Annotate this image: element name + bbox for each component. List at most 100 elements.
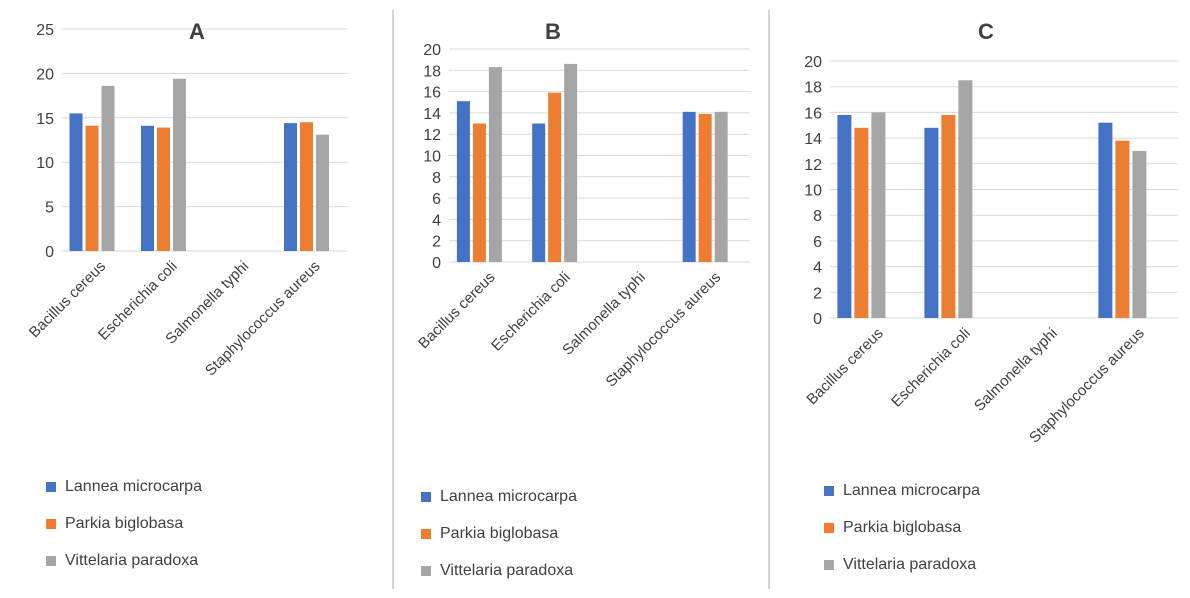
bar [924,127,939,318]
bar [698,113,712,262]
chart-b-plot: 0 2 4 6 8 10 12 14 16 18 20 B Bacillus cereusEscheri… [415,19,750,390]
y-tick-label: 14 [804,131,822,148]
bar [564,63,578,262]
x-category-label: Bacillus cereus [803,325,886,408]
y-tick-label: 25 [36,22,54,39]
y-tick-label: 16 [423,85,441,102]
bar [682,111,696,263]
y-tick-label: 18 [804,80,822,97]
y-tick-label: 4 [432,212,441,229]
chart-c-legend: Lannea microcarpa Parkia biglobasa Vitte… [824,481,980,592]
y-tick-label: 12 [804,157,822,174]
y-tick-label: 14 [423,106,441,123]
bar [532,123,546,262]
bar [1115,140,1130,318]
bar [854,127,869,318]
y-tick-label: 20 [804,54,822,71]
legend-swatch [421,566,431,576]
legend-swatch [824,523,834,533]
y-tick-label: 20 [36,66,54,83]
chart-panel-c: 0 2 4 6 8 10 12 14 16 18 20 C Bacillus cereus Escheri… [770,0,1190,589]
legend-label: Parkia biglobasa [440,525,559,542]
bar [284,123,298,251]
legend-item-series-0: Lannea microcarpa [421,487,577,507]
legend-swatch [46,556,56,566]
legend-label: Vittelaria paradoxa [440,562,574,579]
chart-c-plot: 0 2 4 6 8 10 12 14 16 18 20 C Bacillus cereus Escheri… [803,19,1178,446]
bar [1098,122,1113,319]
bar [472,123,486,262]
bar [300,122,314,252]
chart-title: A [189,19,205,44]
chart-b-legend: Lannea microcarpa Parkia biglobasa Vitte… [421,487,577,598]
legend-item-series-2: Vittelaria paradoxa [46,551,202,571]
legend-item-series-0: Lannea microcarpa [46,477,202,497]
y-tick-label: 5 [45,200,54,217]
y-tick-label: 15 [36,111,54,128]
chart-a-legend: Lannea microcarpa Parkia biglobasa Vitte… [46,477,202,588]
bar [941,114,956,318]
legend-label: Parkia biglobasa [65,515,184,532]
legend-item-series-1: Parkia biglobasa [824,518,980,538]
bar [141,125,155,251]
x-category-label: Escherichia coli [488,269,574,355]
y-tick-label: 6 [432,191,441,208]
y-tick-label: 0 [432,255,441,272]
y-tick-label: 4 [813,260,822,277]
y-tick-label: 0 [45,244,54,261]
legend-item-series-2: Vittelaria paradoxa [421,561,577,581]
legend-item-series-1: Parkia biglobasa [46,514,202,534]
legend-item-series-2: Vittelaria paradoxa [824,555,980,575]
y-tick-label: 0 [813,311,822,328]
bar [173,78,187,251]
bar [456,101,470,262]
y-tick-label: 10 [36,155,54,172]
legend-item-series-1: Parkia biglobasa [421,524,577,544]
legend-item-series-0: Lannea microcarpa [824,481,980,501]
x-category-label: Escherichia coli [888,325,974,411]
y-tick-label: 10 [804,183,822,200]
x-category-label: Bacillus cereus [415,269,498,352]
legend-label: Lannea microcarpa [65,478,202,495]
legend-label: Lannea microcarpa [440,488,577,505]
chart-title: C [978,19,994,44]
y-tick-label: 8 [432,170,441,187]
y-tick-label: 8 [813,208,822,225]
x-category-label: Salmonella typhi [971,325,1061,415]
x-category-label: Staphylococcus aureus [202,258,324,380]
bar [488,67,502,262]
bar [316,134,330,251]
y-tick-label: 16 [804,105,822,122]
chart-panel-a: 0 5 10 15 20 25 A Bacillus cereus Escherichia co… [0,0,392,589]
y-tick-label: 10 [423,149,441,166]
panel-divider [768,10,770,589]
y-tick-label: 12 [423,127,441,144]
bar [871,112,886,319]
bar [714,111,728,263]
legend-label: Parkia biglobasa [843,519,962,536]
bar [85,125,99,251]
legend-label: Lannea microcarpa [843,482,980,499]
y-tick-label: 2 [813,285,822,302]
legend-swatch [824,486,834,496]
bar [69,113,83,251]
y-tick-label: 2 [432,234,441,251]
chart-panel-b: 0 2 4 6 8 10 12 14 16 18 20 B Bacillus cereus Escheri… [394,0,768,589]
bar [1132,150,1147,318]
bar [101,85,115,251]
legend-label: Vittelaria paradoxa [843,556,977,573]
bar [837,114,852,318]
chart-title: B [545,19,561,44]
legend-swatch [421,492,431,502]
y-tick-label: 6 [813,234,822,251]
y-tick-label: 20 [423,42,441,59]
bar [157,127,171,251]
y-tick-label: 18 [423,63,441,80]
legend-swatch [46,519,56,529]
legend-swatch [46,482,56,492]
legend-swatch [824,560,834,570]
legend-swatch [421,529,431,539]
bar [548,92,562,262]
legend-label: Vittelaria paradoxa [65,552,199,569]
